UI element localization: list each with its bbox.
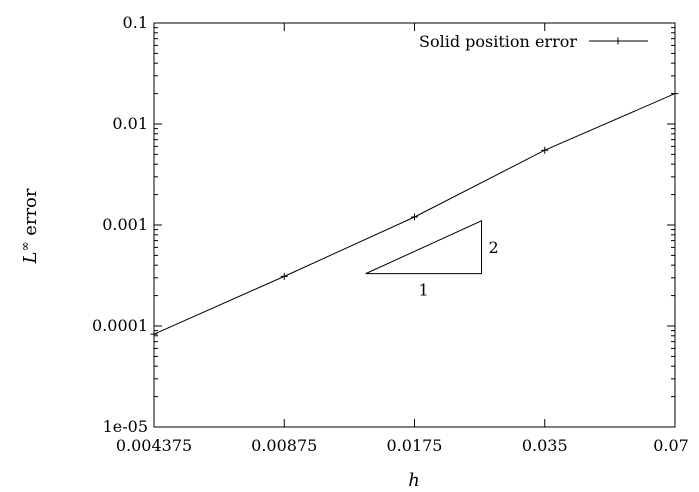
legend-marker xyxy=(614,37,622,45)
x-axis-label: h xyxy=(408,470,420,491)
y-tick-label: 1e-05 xyxy=(103,417,148,436)
legend: Solid position error xyxy=(419,32,648,51)
series-point xyxy=(671,90,679,98)
slope-run-label: 1 xyxy=(419,281,429,300)
y-tick-label: 0.1 xyxy=(123,13,148,32)
series-layer xyxy=(150,90,679,338)
y-axis-label-sup: ∞ xyxy=(18,242,32,252)
slope-triangle: 12 xyxy=(365,220,499,300)
x-tick-label: 0.004375 xyxy=(116,436,192,455)
y-axis-label-rest: error xyxy=(20,188,41,241)
x-tick-label: 0.07 xyxy=(653,436,689,455)
x-tick-label: 0.035 xyxy=(522,436,568,455)
slope-triangle-shape xyxy=(365,220,483,275)
series-point xyxy=(411,213,418,221)
x-tick-label: 0.0175 xyxy=(387,436,443,455)
y-tick-label: 0.0001 xyxy=(92,316,148,335)
series-point xyxy=(541,146,549,154)
plot-frame xyxy=(153,22,676,428)
series-point xyxy=(150,330,158,338)
y-axis-label: L∞ error xyxy=(18,188,41,264)
y-tick-label: 0.01 xyxy=(112,114,148,133)
x-tick-label: 0.00875 xyxy=(251,436,317,455)
series-point xyxy=(280,272,288,280)
slope-rise-label: 2 xyxy=(489,238,499,257)
y-axis-label-main: L xyxy=(20,252,41,265)
legend-label: Solid position error xyxy=(419,32,577,51)
y-ticks: 1e-05 0.0001 0.001 0.01 0.1 xyxy=(92,13,675,436)
x-ticks: 0.004375 0.00875 0.0175 0.035 0.07 xyxy=(116,23,689,455)
y-tick-label: 0.001 xyxy=(102,215,148,234)
